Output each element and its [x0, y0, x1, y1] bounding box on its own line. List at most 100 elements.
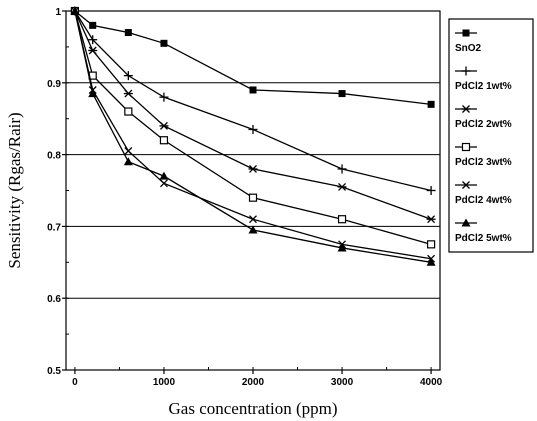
marker-filled-triangle [426, 257, 436, 266]
series-pdcl2-4wt- [70, 7, 436, 263]
data-point [88, 46, 98, 55]
marker-asterisk-b [249, 165, 257, 173]
data-point [124, 107, 133, 116]
x-tick-label: 2000 [242, 377, 265, 388]
data-point [248, 225, 258, 234]
data-point [123, 71, 133, 81]
marker-filled-square [249, 86, 257, 94]
series-line [74, 10, 432, 263]
grid-lines [66, 82, 440, 299]
marker-filled-triangle [70, 6, 80, 15]
data-point [89, 21, 97, 29]
data-point [426, 215, 436, 224]
data-point [124, 147, 133, 155]
series-pdcl2-5wt- [70, 6, 436, 266]
data-point [88, 89, 98, 98]
marker-asterisk-b [462, 105, 470, 113]
marker-open-square [426, 240, 436, 249]
marker-filled-triangle [123, 157, 133, 166]
marker-filled-square [124, 29, 132, 37]
legend-label: PdCl2 5wt% [455, 233, 512, 244]
marker-open-square [461, 142, 471, 152]
marker-filled-square [338, 90, 346, 98]
axis-ticks: 0.5 0.6 0.7 0.8 0.9 1 0 1000 2000 3000 4000 [47, 7, 443, 388]
legend-label: PdCl2 2wt% [455, 119, 512, 130]
marker-x-b [124, 147, 133, 155]
legend-label: PdCl2 4wt% [455, 195, 512, 206]
series-group [70, 6, 436, 266]
data-point [426, 257, 436, 266]
marker-asterisk-b [88, 46, 97, 55]
data-point [123, 157, 133, 166]
marker-filled-square [160, 39, 168, 47]
x-tick-label: 0 [72, 377, 78, 388]
data-point [337, 182, 347, 191]
legend-item: PdCl2 4wt% [455, 181, 512, 206]
data-point [88, 35, 98, 45]
data-point [337, 215, 347, 224]
marker-x-b [249, 215, 257, 224]
data-point [427, 100, 435, 108]
series-sno2 [71, 7, 435, 108]
legend-label: SnO2 [455, 43, 482, 54]
legend-item: PdCl2 3wt% [455, 142, 512, 168]
data-point [159, 121, 169, 130]
data-point [159, 136, 169, 145]
y-tick-label: 1 [55, 7, 61, 18]
marker-open-square [337, 215, 347, 224]
data-point [426, 240, 436, 249]
legend-item: PdCl2 5wt% [455, 218, 512, 244]
data-point [248, 193, 258, 202]
data-point [124, 29, 132, 37]
data-point [337, 243, 347, 252]
marker-x-b [462, 181, 470, 189]
marker-asterisk-b [427, 215, 436, 224]
marker-filled-triangle [337, 243, 347, 252]
data-point [159, 179, 168, 188]
data-point [159, 171, 169, 180]
data-point [337, 164, 347, 174]
data-point [249, 215, 257, 224]
series-line [74, 10, 432, 260]
data-point [160, 39, 168, 47]
marker-open-square [248, 193, 258, 202]
plot-frame [65, 10, 441, 371]
y-tick-label: 0.6 [47, 294, 61, 305]
marker-filled-square [427, 100, 435, 108]
data-point [249, 86, 257, 94]
y-tick-label: 0.5 [47, 366, 61, 377]
x-tick-label: 1000 [153, 377, 176, 388]
marker-filled-triangle [461, 218, 471, 227]
x-tick-label: 4000 [420, 377, 443, 388]
series-pdcl2-2wt- [70, 7, 436, 224]
data-point [159, 92, 169, 102]
marker-filled-triangle [159, 171, 169, 180]
marker-asterisk-b [124, 89, 133, 98]
data-point [70, 6, 80, 15]
marker-open-square [159, 136, 169, 145]
legend: SnO2 PdCl2 1wt% PdCl2 2wt% PdCl2 3wt% PdCl2 … [448, 18, 534, 253]
legend-box [448, 18, 534, 253]
marker-asterisk-b [159, 121, 168, 130]
data-point [426, 186, 436, 195]
marker-filled-square [89, 21, 97, 29]
legend-label: PdCl2 3wt% [455, 157, 512, 168]
data-point [123, 89, 133, 98]
x-tick-label: 3000 [331, 377, 354, 388]
legend-item: SnO2 [455, 29, 482, 54]
marker-open-square [124, 107, 133, 116]
y-axis-title: Sensitivity (Rgas/Rair) [5, 112, 24, 268]
marker-x-b [159, 179, 168, 188]
y-tick-label: 0.9 [47, 79, 61, 90]
data-point [248, 124, 258, 134]
marker-asterisk-b [338, 182, 347, 191]
data-point [248, 165, 258, 173]
y-tick-label: 0.8 [47, 151, 61, 162]
marker-filled-square [462, 29, 470, 37]
legend-label: PdCl2 1wt% [455, 81, 512, 92]
y-tick-label: 0.7 [47, 222, 61, 233]
x-axis-title: Gas concentration (ppm) [169, 399, 338, 418]
marker-filled-triangle [88, 89, 98, 98]
legend-item: PdCl2 2wt% [455, 105, 512, 130]
